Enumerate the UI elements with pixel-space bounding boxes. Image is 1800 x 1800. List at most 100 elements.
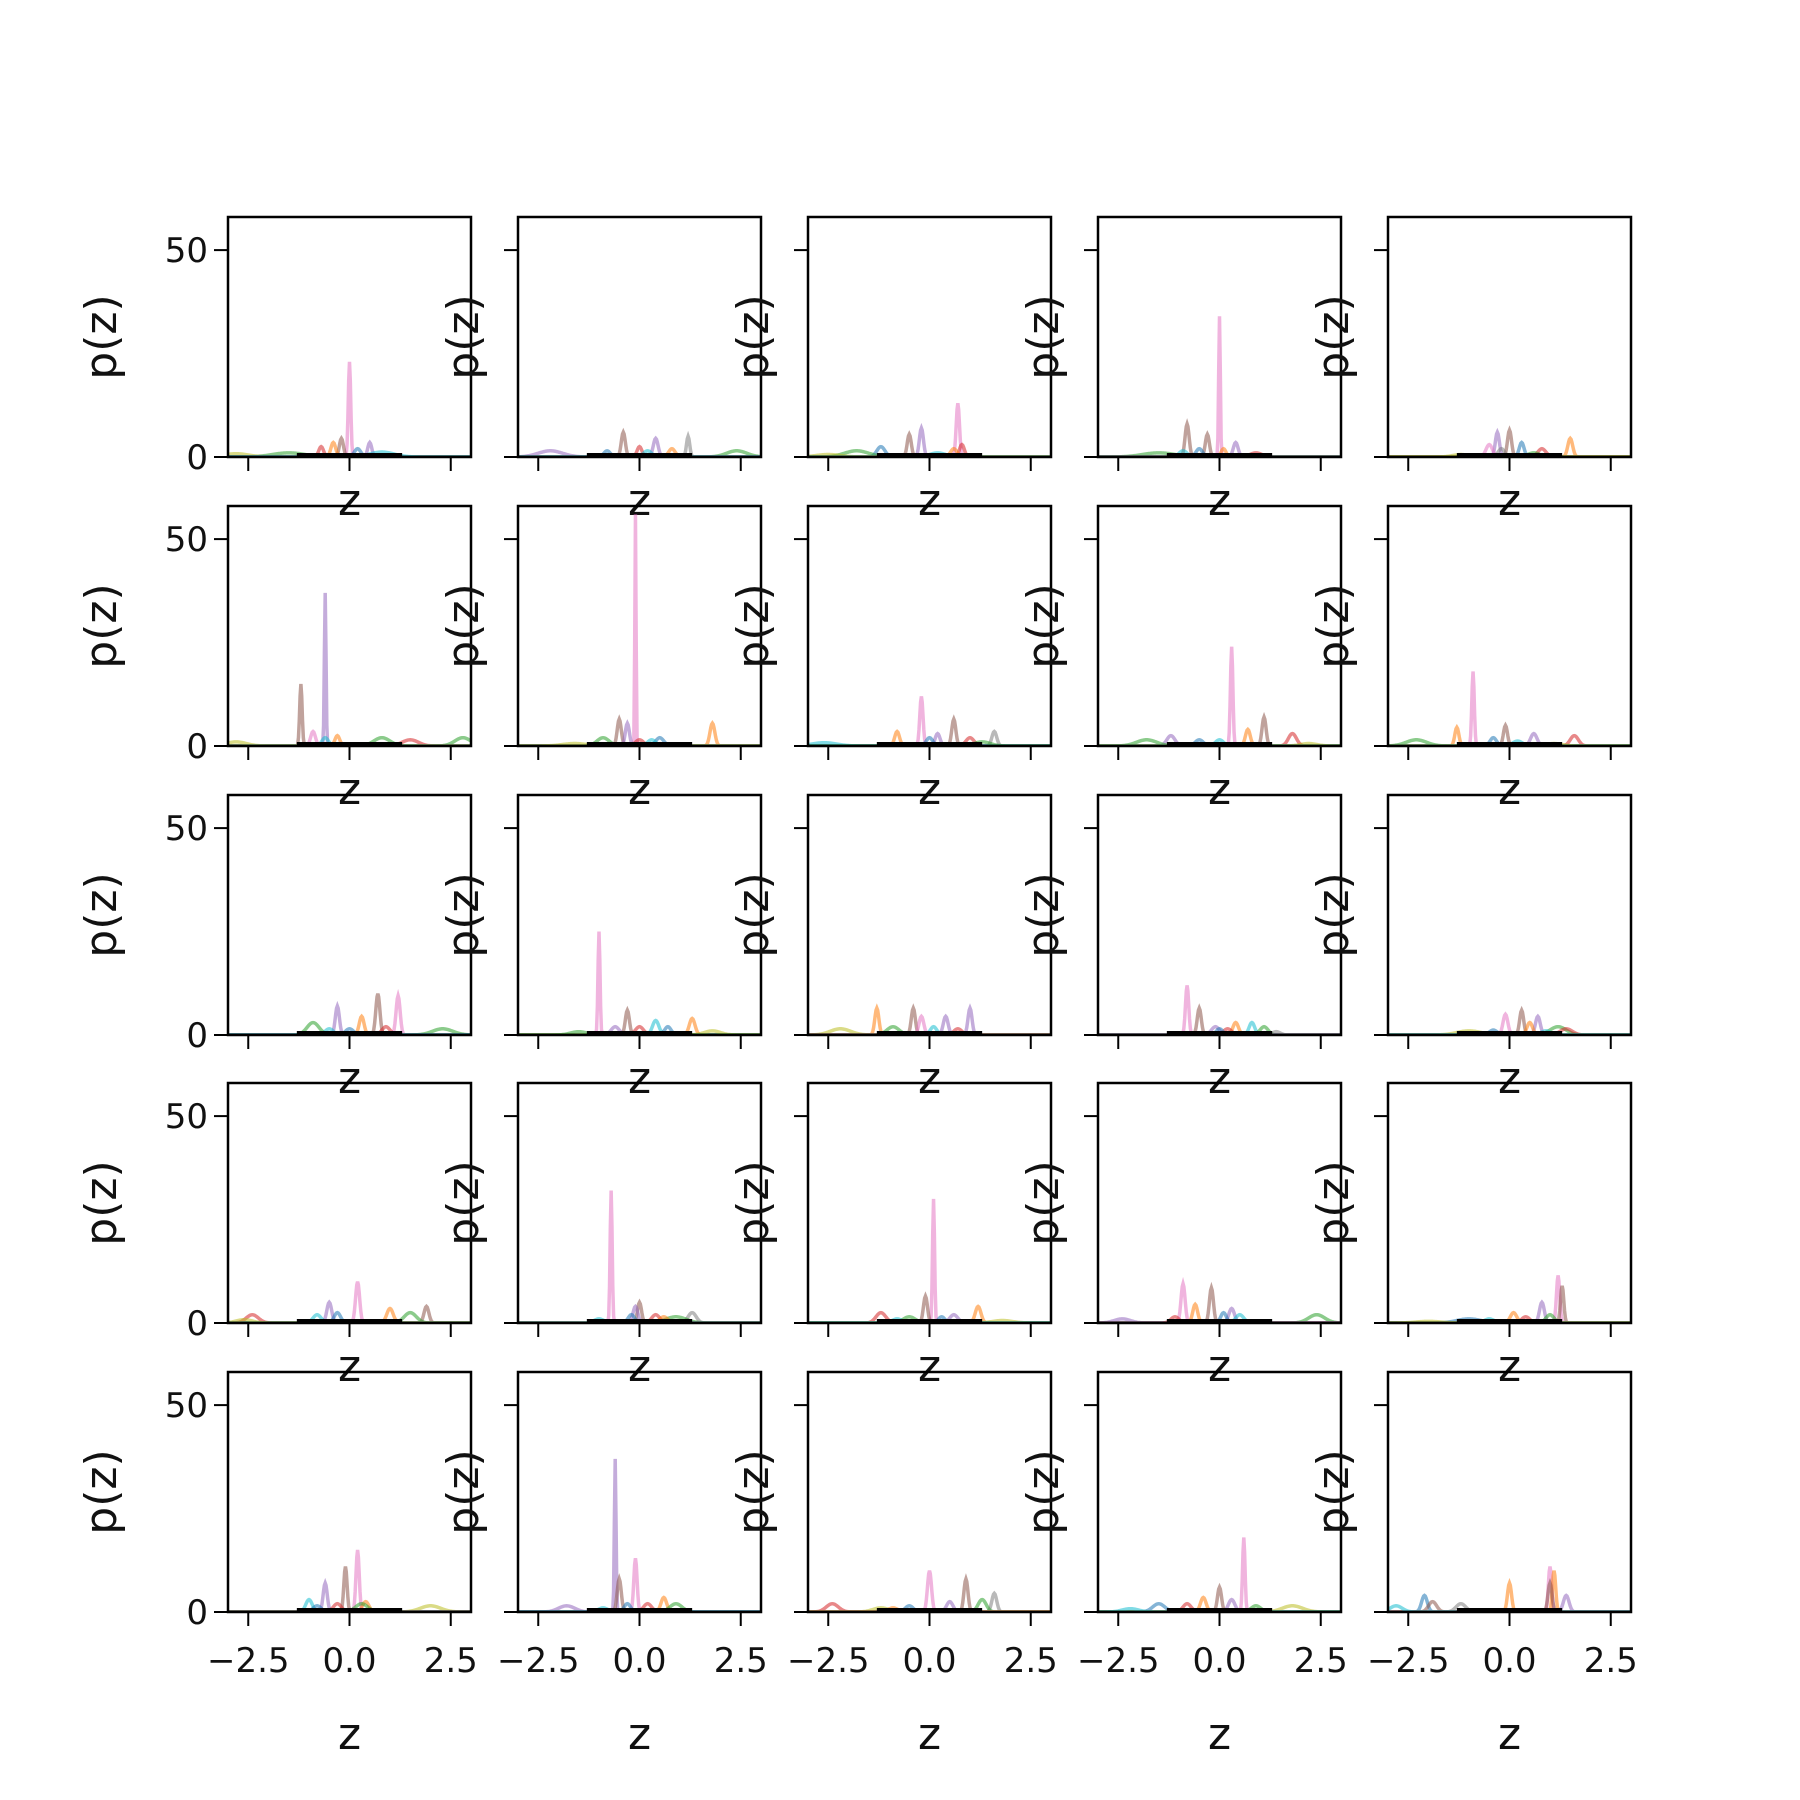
density-series-6 <box>808 1027 1051 1035</box>
y-axis-label: p(z) <box>1308 1160 1359 1245</box>
density-series-5 <box>518 1024 761 1035</box>
subplot-4-3: z p(z) <box>728 1081 1053 1392</box>
subplot-2-1: 0 50 z p(z) <box>76 504 473 815</box>
subplot-1-5: z p(z) <box>1308 215 1633 526</box>
x-tick-label: 2.5 <box>1584 1641 1638 1681</box>
x-axis-label: z <box>628 1709 651 1760</box>
subplot-5-1: 0 50 −2.5 0.0 2.5 z p(z) <box>76 1370 478 1760</box>
x-axis-label: z <box>1208 475 1231 526</box>
subplot-4-1: 0 50 z p(z) <box>76 1081 473 1392</box>
density-series-1 <box>808 1570 1051 1612</box>
y-axis-label: p(z) <box>728 872 779 957</box>
x-axis-label: z <box>628 764 651 815</box>
y-axis-label: p(z) <box>1018 1449 1069 1534</box>
subplot-plot-area <box>1098 316 1341 457</box>
density-series-5 <box>228 451 471 457</box>
y-axis-label: p(z) <box>1018 583 1069 668</box>
y-axis-label: p(z) <box>76 1160 127 1245</box>
y-tick-label: 0 <box>186 1304 208 1344</box>
x-axis-label: z <box>1208 1709 1231 1760</box>
density-series-8 <box>1098 738 1341 746</box>
density-series-7 <box>518 738 761 746</box>
subplot-2-5: z p(z) <box>1308 504 1633 815</box>
density-series-6 <box>1098 1604 1341 1612</box>
x-tick-label: 0.0 <box>322 1641 376 1681</box>
x-axis-label: z <box>338 1053 361 1104</box>
y-axis-label: p(z) <box>1308 1449 1359 1534</box>
subplot-plot-area <box>228 988 471 1035</box>
x-axis-label: z <box>918 1053 941 1104</box>
x-axis-label: z <box>1208 764 1231 815</box>
subplot-5-5: −2.5 0.0 2.5 z p(z) <box>1308 1370 1638 1760</box>
density-series-9 <box>228 1027 471 1035</box>
y-axis-label: p(z) <box>438 1160 489 1245</box>
y-axis-label: p(z) <box>1308 583 1359 668</box>
subplot-4-4: z p(z) <box>1018 1081 1343 1392</box>
density-series-7 <box>228 1604 471 1612</box>
x-tick-label: −2.5 <box>1367 1641 1450 1681</box>
y-axis-label: p(z) <box>728 583 779 668</box>
y-axis-label: p(z) <box>1018 1160 1069 1245</box>
x-tick-label: 0.0 <box>1192 1641 1246 1681</box>
density-series-3 <box>228 1303 471 1323</box>
subplot-2-4: z p(z) <box>1018 504 1343 815</box>
x-axis-label: z <box>1498 1053 1521 1104</box>
subplot-3-4: z p(z) <box>1018 793 1343 1104</box>
subplot-3-3: z p(z) <box>728 793 1053 1104</box>
y-tick-label: 50 <box>165 1386 208 1426</box>
x-axis-label: z <box>1498 1709 1521 1760</box>
density-series-9 <box>1388 1319 1631 1323</box>
x-axis-label: z <box>628 1053 651 1104</box>
subplot-2-2: z p(z) <box>438 504 763 815</box>
y-tick-label: 50 <box>165 1097 208 1137</box>
density-series-5 <box>518 449 761 457</box>
density-series-6 <box>1098 738 1341 746</box>
density-series-6 <box>228 1027 471 1035</box>
x-axis-label: z <box>918 1709 941 1760</box>
y-axis-label: p(z) <box>76 1449 127 1534</box>
y-axis-label: p(z) <box>728 1160 779 1245</box>
subplot-4-5: z p(z) <box>1308 1081 1633 1392</box>
density-series-9 <box>1098 741 1341 746</box>
x-axis-label: z <box>338 1709 361 1760</box>
x-axis-label: z <box>338 764 361 815</box>
y-tick-label: 50 <box>165 231 208 271</box>
x-axis-label: z <box>338 475 361 526</box>
subplot-1-2: z p(z) <box>438 215 763 526</box>
y-axis-label: p(z) <box>1308 872 1359 957</box>
x-axis-label: z <box>1208 1341 1231 1392</box>
y-tick-label: 50 <box>165 809 208 849</box>
subplot-1-1: 0 50 z p(z) <box>76 215 473 526</box>
x-axis-label: z <box>1498 1341 1521 1392</box>
subplot-3-1: 0 50 z p(z) <box>76 793 473 1104</box>
x-tick-label: 2.5 <box>1294 1641 1348 1681</box>
y-tick-label: 0 <box>186 1016 208 1056</box>
subplot-5-4: −2.5 0.0 2.5 z p(z) <box>1018 1370 1348 1760</box>
x-axis-label: z <box>628 1341 651 1392</box>
x-axis-label: z <box>918 1341 941 1392</box>
subplot-2-3: z p(z) <box>728 504 1053 815</box>
density-series-5 <box>1388 1577 1631 1612</box>
subplot-4-2: z p(z) <box>438 1081 763 1392</box>
y-axis-label: p(z) <box>1308 294 1359 379</box>
y-tick-label: 0 <box>186 1593 208 1633</box>
x-tick-label: −2.5 <box>1077 1641 1160 1681</box>
y-axis-label: p(z) <box>76 583 127 668</box>
x-axis-label: z <box>918 764 941 815</box>
y-axis-label: p(z) <box>438 583 489 668</box>
y-tick-label: 0 <box>186 727 208 767</box>
x-axis-label: z <box>1208 1053 1231 1104</box>
subplot-3-2: z p(z) <box>438 793 763 1104</box>
x-axis-label: z <box>918 475 941 526</box>
density-series-8 <box>1098 1026 1341 1035</box>
y-axis-label: p(z) <box>728 1449 779 1534</box>
density-series-2 <box>518 1298 761 1323</box>
panels-group: 0 50 z p(z) z p(z) z p(z) z p(z) z p(z) 0 50 z p(z) z p(z… <box>76 215 1638 1760</box>
density-series-1 <box>1098 316 1341 457</box>
x-tick-label: 0.0 <box>902 1641 956 1681</box>
subplot-5-2: −2.5 0.0 2.5 z p(z) <box>438 1370 768 1760</box>
density-series-8 <box>808 1318 1051 1323</box>
density-series-5 <box>808 449 1051 457</box>
